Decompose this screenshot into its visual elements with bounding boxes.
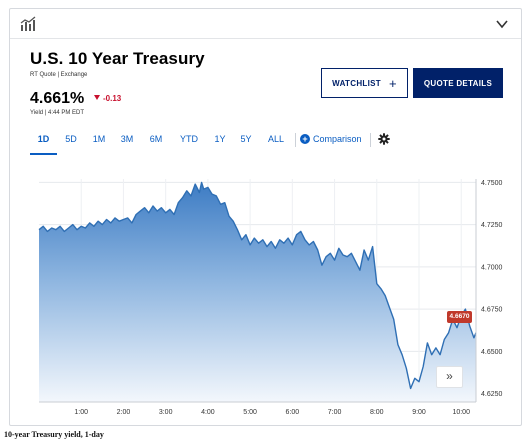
tab-ytd[interactable]: YTD	[180, 134, 198, 144]
image-caption: 10-year Treasury yield, 1-day	[4, 430, 104, 439]
yield-area	[39, 182, 476, 402]
chart-canvas: 4.7500 4.7250 4.7000 4.6750 4.6500 4.6250 1:00…	[38, 179, 503, 416]
tab-5d[interactable]: 5D	[65, 134, 77, 144]
tab-1m[interactable]: 1M	[92, 134, 106, 144]
tab-3m[interactable]: 3M	[120, 134, 134, 144]
watchlist-button[interactable]: WATCHLIST +	[321, 68, 408, 98]
double-chevron-right-icon[interactable]: »	[436, 366, 463, 388]
tab-5y[interactable]: 5Y	[240, 134, 252, 144]
x-tick-label: 6:00	[286, 409, 300, 416]
tab-6m[interactable]: 6M	[149, 134, 163, 144]
y-tick-label: 4.6500	[481, 349, 503, 356]
quote-details-button[interactable]: QUOTE DETAILS	[413, 68, 503, 98]
down-triangle-icon	[94, 95, 100, 100]
y-tick-label: 4.7250	[481, 222, 503, 229]
change-value: -0.13	[103, 94, 122, 103]
yield-chart[interactable]: 4.7500 4.7250 4.7000 4.6750 4.6500 4.6250 1:00…	[29, 172, 519, 419]
last-price: 4.661%	[30, 90, 85, 107]
x-tick-label: 5:00	[243, 409, 257, 416]
x-tick-label: 7:00	[328, 409, 342, 416]
security-title: U.S. 10 Year Treasury	[30, 49, 205, 68]
x-tick-label: 4:00	[201, 409, 215, 416]
quote-time: Yield | 4:44 PM EDT	[30, 110, 85, 116]
chevron-down-icon[interactable]	[495, 17, 509, 31]
y-tick-label: 4.7500	[481, 180, 503, 187]
watchlist-label: WATCHLIST	[332, 78, 381, 88]
yield-line	[38, 181, 477, 390]
gear-icon[interactable]	[378, 133, 390, 145]
price-change: -0.13	[94, 94, 121, 103]
add-comparison-icon[interactable]: +	[300, 134, 310, 144]
quote-card: U.S. 10 Year Treasury RT Quote | Exchang…	[9, 8, 522, 426]
tab-divider	[295, 133, 296, 147]
quote-source: RT Quote | Exchange	[30, 72, 88, 78]
comparison-button[interactable]: Comparison	[313, 134, 362, 144]
x-tick-label: 2:00	[117, 409, 131, 416]
tab-1y[interactable]: 1Y	[214, 134, 226, 144]
y-tick-label: 4.6250	[481, 391, 503, 398]
chart-bars-icon[interactable]	[20, 16, 36, 32]
x-tick-label: 1:00	[74, 409, 88, 416]
tab-divider	[370, 133, 371, 147]
tab-all[interactable]: ALL	[267, 134, 284, 144]
x-tick-label: 9:00	[412, 409, 426, 416]
y-tick-label: 4.7000	[481, 264, 503, 271]
plus-icon: +	[388, 75, 397, 91]
card-header	[10, 9, 521, 39]
x-tick-label: 10:00	[452, 409, 470, 416]
x-tick-label: 3:00	[159, 409, 173, 416]
tab-1d[interactable]: 1D	[30, 129, 57, 155]
y-tick-label: 4.6750	[481, 307, 503, 314]
last-value-badge: 4.6670	[447, 311, 472, 323]
x-tick-label: 8:00	[370, 409, 384, 416]
